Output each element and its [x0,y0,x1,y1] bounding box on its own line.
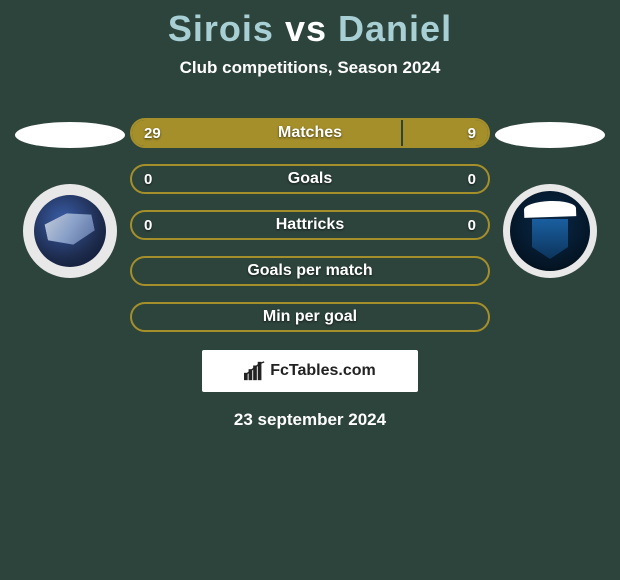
stat-row-hattricks: 0 0 Hattricks [130,210,490,240]
brand-box: FcTables.com [202,350,418,392]
bar-chart-icon [244,361,266,381]
stat-row-goals: 0 0 Goals [130,164,490,194]
stat-value-right: 0 [468,171,476,188]
quakes-crest [503,184,597,278]
stat-row-matches: 29 9 Matches [130,118,490,148]
left-side-column [10,118,130,278]
title-player2: Daniel [338,8,452,49]
stat-value-left: 0 [144,217,152,234]
title-player1: Sirois [168,8,274,49]
stat-value-right: 9 [468,125,476,142]
montreal-crest [23,184,117,278]
infographic-container: Sirois vs Daniel Club competitions, Seas… [0,0,620,580]
quakes-crest-art [510,191,590,271]
stat-label: Hattricks [276,216,344,234]
right-side-column [490,118,610,278]
stat-value-left: 0 [144,171,152,188]
title-vs: vs [285,8,327,49]
stat-row-goals-per-match: Goals per match [130,256,490,286]
bars-container: 29 9 Matches 0 0 Goals 0 0 Hattricks Goals per ma… [130,118,490,332]
chart-area: 29 9 Matches 0 0 Goals 0 0 Hattricks Goals per ma… [0,118,620,332]
stat-value-left: 29 [144,125,161,142]
page-title: Sirois vs Daniel [0,0,620,50]
montreal-crest-art [34,195,106,267]
right-ellipse [495,122,605,148]
subtitle: Club competitions, Season 2024 [0,58,620,78]
stat-row-min-per-goal: Min per goal [130,302,490,332]
left-ellipse [15,122,125,148]
stat-label: Goals per match [247,262,372,280]
stat-label: Goals [288,170,332,188]
stat-label: Matches [278,124,342,142]
stat-label: Min per goal [263,308,357,326]
date-text: 23 september 2024 [0,410,620,430]
stat-value-right: 0 [468,217,476,234]
brand-text: FcTables.com [270,362,376,380]
bar-fill-left [132,120,403,146]
